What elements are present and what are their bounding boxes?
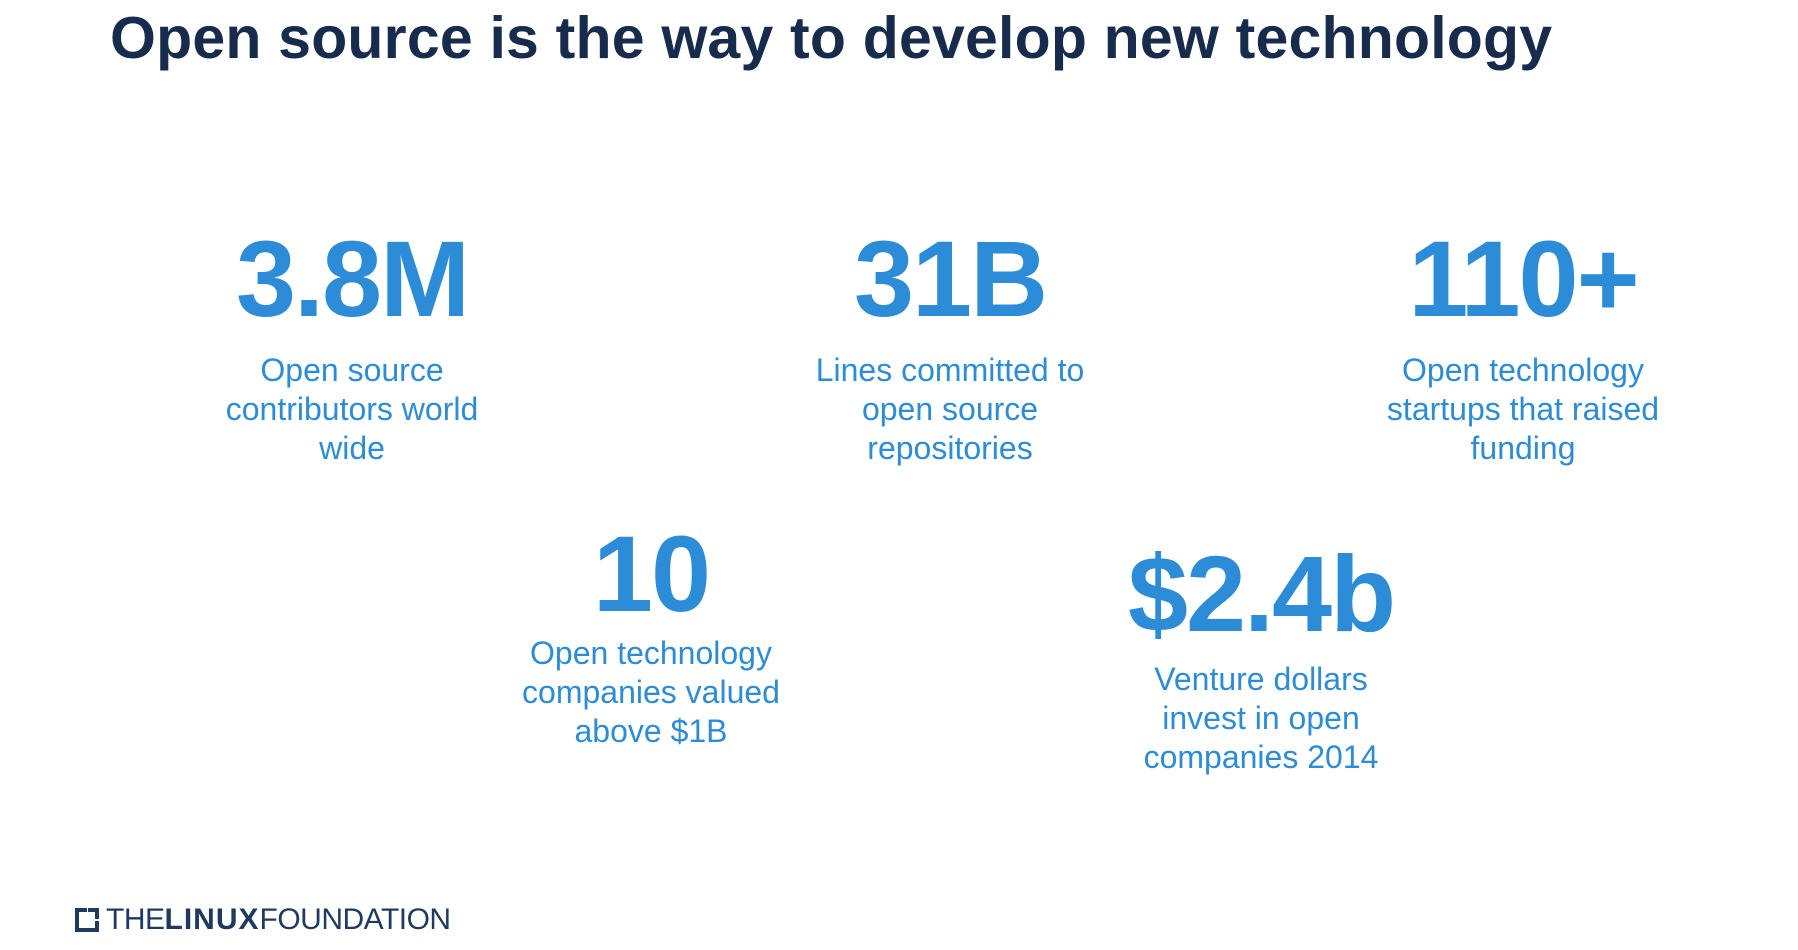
stat-label-line: Open technology bbox=[1402, 352, 1644, 388]
logo-foundation-text: FOUNDATION bbox=[259, 903, 452, 936]
slide-title: Open source is the way to develop new te… bbox=[110, 5, 1553, 71]
stat-value: 110+ bbox=[1408, 218, 1639, 339]
stat-label-line: startups that raised bbox=[1386, 391, 1660, 427]
stat-label: Lines committed to open source repositor… bbox=[780, 351, 1120, 468]
stat-label-line: repositories bbox=[867, 430, 1033, 466]
linux-foundation-logo: THELINUXFOUNDATION bbox=[74, 903, 451, 937]
stat-label: Open technology startups that raised fun… bbox=[1353, 351, 1693, 468]
stat-label-line: above $1B bbox=[574, 713, 728, 749]
stat-startups: 110+ Open technology startups that raise… bbox=[1353, 225, 1693, 468]
stat-venture-dollars: $2.4b Venture dollars invest in open com… bbox=[1091, 540, 1431, 777]
stat-label: Open source contributors world wide bbox=[182, 351, 522, 468]
stat-label-line: funding bbox=[1470, 430, 1576, 466]
stat-label-line: wide bbox=[319, 430, 385, 466]
stat-label-line: Venture dollars bbox=[1154, 661, 1368, 697]
stat-label-line: companies valued bbox=[522, 674, 780, 710]
stat-companies-valued: 10 Open technology companies valued abov… bbox=[481, 520, 821, 751]
logo-wordmark: THELINUXFOUNDATION bbox=[106, 903, 451, 937]
stat-value: 3.8M bbox=[235, 218, 470, 339]
stat-contributors: 3.8M Open source contributors world wide bbox=[182, 225, 522, 468]
stat-label-line: Open source bbox=[260, 352, 444, 388]
logo-the-text: THE bbox=[106, 903, 165, 936]
logo-bracket-icon bbox=[75, 907, 100, 932]
stat-value: 10 bbox=[592, 513, 711, 634]
stat-label-line: Lines committed to bbox=[815, 352, 1085, 388]
stat-lines-committed: 31B Lines committed to open source repos… bbox=[780, 225, 1120, 468]
stat-label-line: contributors world bbox=[225, 391, 479, 427]
stat-label-line: Open technology bbox=[530, 635, 772, 671]
stat-label-line: companies 2014 bbox=[1143, 739, 1379, 775]
stat-label-line: invest in open bbox=[1162, 700, 1360, 736]
stat-value: $2.4b bbox=[1127, 533, 1396, 654]
stat-label-line: open source bbox=[861, 391, 1039, 427]
stat-label: Open technology companies valued above $… bbox=[481, 634, 821, 751]
logo-linux-text: LINUX bbox=[164, 903, 260, 936]
stat-value: 31B bbox=[853, 218, 1048, 339]
stat-label: Venture dollars invest in open companies… bbox=[1091, 660, 1431, 777]
